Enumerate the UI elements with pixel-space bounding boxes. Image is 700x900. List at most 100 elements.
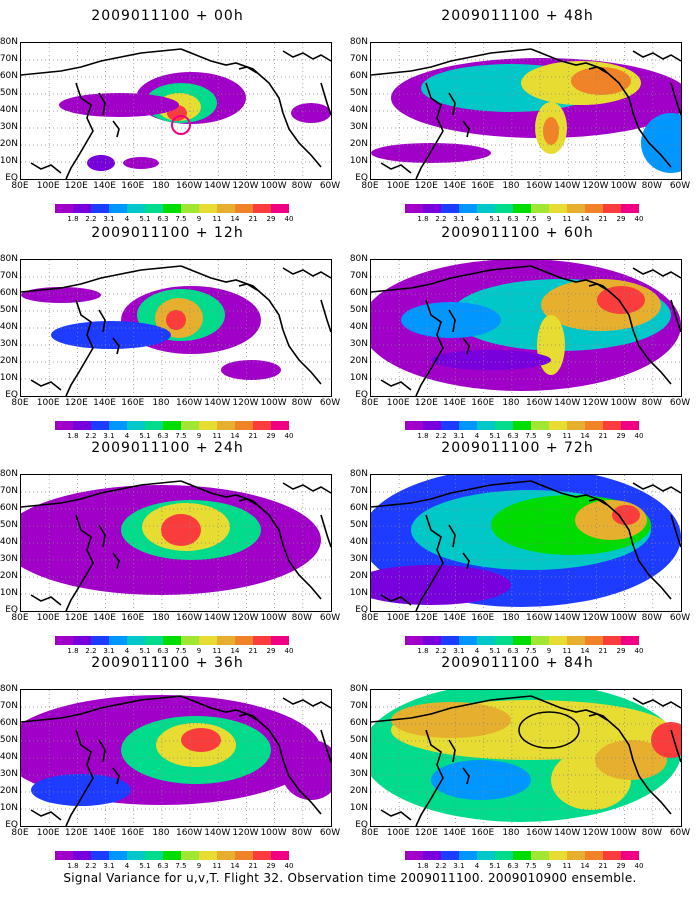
lon-label: 140E: [443, 181, 466, 191]
colorbar-label: 4: [124, 432, 130, 440]
colorbar-label: 5.1: [139, 862, 151, 870]
coastline-6: [632, 482, 681, 494]
coastline-7: [320, 514, 331, 548]
colorbar-label: 4: [124, 647, 130, 655]
colorbar-cell: [163, 204, 181, 213]
colorbar-label: 3.1: [103, 862, 115, 870]
colorbar-cell: [513, 636, 531, 645]
lon-label: 140W: [554, 398, 581, 408]
colorbar: [55, 204, 289, 213]
coastline-1: [415, 514, 444, 611]
colorbar-cell: [109, 421, 127, 430]
colorbar-cell: [603, 421, 621, 430]
colorbar-label: 6.3: [507, 862, 519, 870]
colorbar-cell: [127, 421, 145, 430]
coastline-3: [112, 767, 120, 785]
coastline-8: [30, 162, 62, 174]
colorbar-cell: [621, 204, 639, 213]
colorbar-label: 4: [474, 647, 480, 655]
coastline-0: [371, 48, 532, 76]
colorbar-label: 7.5: [175, 215, 187, 223]
coastline-2: [448, 92, 456, 116]
colorbar-cell: [163, 851, 181, 860]
lon-label: 140E: [93, 181, 116, 191]
lat-label: 60N: [349, 71, 368, 81]
colorbar-label: 2.2: [85, 647, 97, 655]
lat-label: 70N: [0, 54, 18, 64]
colorbar-label: 14: [580, 647, 590, 655]
lat-label: 30N: [349, 339, 368, 349]
colorbar-label: 2.2: [435, 432, 447, 440]
lat-label: EQ: [355, 605, 368, 615]
colorbar-cell: [603, 204, 621, 213]
lon-label: 60W: [319, 828, 341, 838]
colorbar-cell: [55, 204, 73, 213]
colorbar-label: 14: [580, 862, 590, 870]
coastline-5: [588, 66, 608, 74]
lon-label: 100W: [260, 181, 287, 191]
map-field: [21, 475, 331, 611]
colorbar-label: 1.8: [67, 215, 79, 223]
lat-label: 20N: [349, 139, 368, 149]
colorbar-label: 40: [634, 862, 644, 870]
contour-map: [20, 259, 332, 397]
field-contour-5: [401, 302, 501, 338]
lon-label: 140E: [443, 613, 466, 623]
colorbar-label: 11: [562, 215, 572, 223]
colorbar-label: 21: [248, 215, 258, 223]
field-contour-6: [123, 157, 159, 169]
colorbar-cell: [621, 421, 639, 430]
lon-label: 140W: [204, 828, 231, 838]
coastline-6: [282, 697, 331, 709]
colorbar-cell: [441, 204, 459, 213]
colorbar-cell: [513, 421, 531, 430]
colorbar-label: 3.1: [103, 215, 115, 223]
lon-label: 100E: [36, 398, 60, 408]
colorbar-label: 14: [580, 215, 590, 223]
coastline-2: [98, 309, 106, 333]
lat-label: EQ: [355, 820, 368, 830]
lon-label: 60W: [669, 398, 691, 408]
colorbar-cell: [513, 204, 531, 213]
map-panel-00h: 2009011100 + 00h 80N 70N 60N 50N 40N 30N 20N 10…: [0, 8, 340, 223]
colorbar-label: 9: [546, 432, 552, 440]
colorbar-label: 9: [196, 647, 202, 655]
lon-label: 140W: [204, 181, 231, 191]
colorbar-label: 2.2: [85, 432, 97, 440]
lon-label: 80W: [641, 828, 662, 838]
colorbar-cell: [567, 421, 585, 430]
coastline-0: [21, 48, 182, 76]
colorbar-cell: [217, 636, 235, 645]
colorbar-label: 9: [196, 862, 202, 870]
colorbar-cell: [531, 636, 549, 645]
colorbar-label: 11: [562, 862, 572, 870]
lon-label: 140E: [93, 828, 116, 838]
lon-label: 80W: [291, 613, 312, 623]
lon-label: 100E: [36, 181, 60, 191]
coastline-1: [65, 514, 94, 611]
field-contour-5: [221, 360, 281, 380]
lon-label: 100W: [610, 828, 637, 838]
field-contour-5: [87, 155, 115, 171]
lon-label: 160W: [176, 613, 203, 623]
lon-label: 100E: [386, 828, 410, 838]
contour-map: [370, 474, 682, 612]
colorbar-cell: [163, 421, 181, 430]
lat-label: 70N: [349, 701, 368, 711]
map-panel-24h: 2009011100 + 24h 80N 70N 60N 50N 40N 30N 20N 10…: [0, 440, 340, 655]
colorbar-cell: [235, 421, 253, 430]
colorbar-label: 11: [562, 432, 572, 440]
colorbar-cell: [477, 421, 495, 430]
colorbar-cell: [531, 421, 549, 430]
colorbar-cell: [495, 421, 513, 430]
lat-label: 40N: [0, 537, 18, 547]
colorbar-label: 40: [284, 862, 294, 870]
map-panel-36h: 2009011100 + 36h 80N 70N 60N 50N 40N 30N 20N 10…: [0, 655, 340, 870]
coastline-2: [98, 524, 106, 548]
lon-label: 180: [152, 181, 170, 191]
colorbar-cell: [603, 636, 621, 645]
coastline-1: [65, 299, 94, 396]
lat-label: 20N: [349, 786, 368, 796]
lon-label: 180: [152, 613, 170, 623]
colorbar-cell: [423, 636, 441, 645]
